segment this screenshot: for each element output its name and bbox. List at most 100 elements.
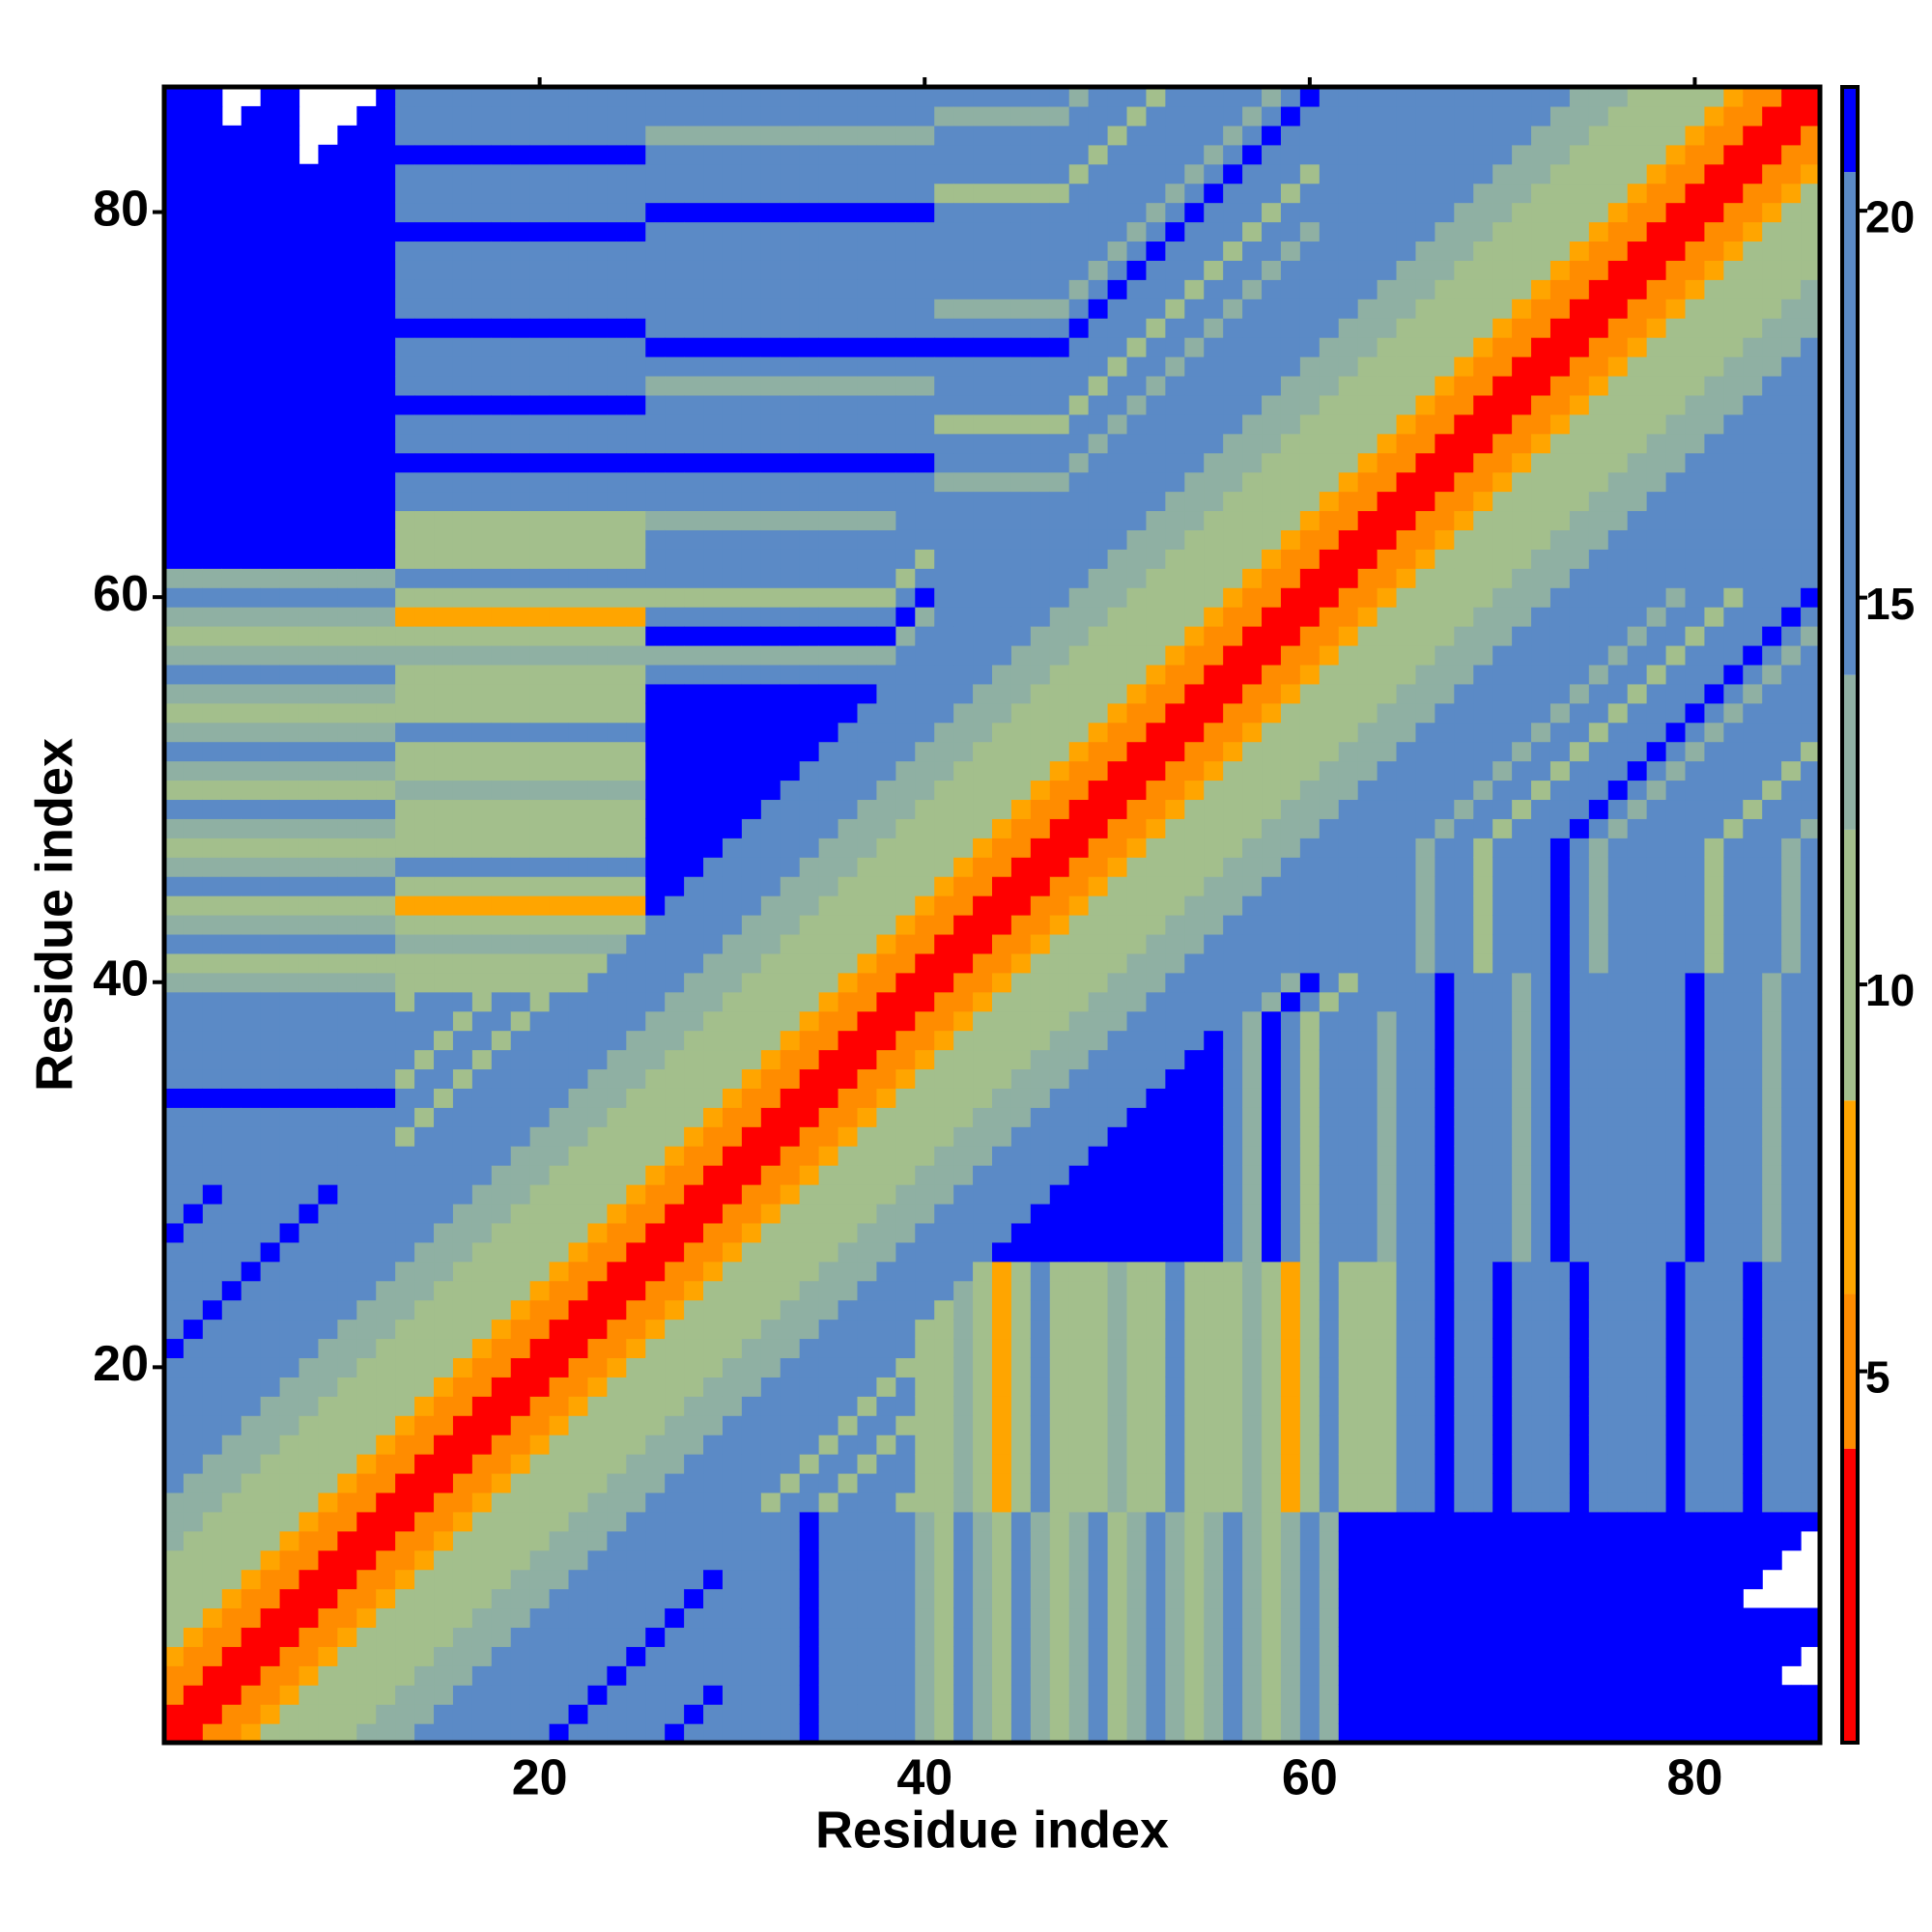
cell (376, 87, 396, 107)
cell (703, 510, 724, 530)
cell (915, 452, 935, 473)
cell (491, 433, 512, 454)
cell (549, 183, 570, 204)
cell (934, 818, 954, 838)
cell (549, 1357, 570, 1378)
cell (626, 587, 646, 608)
cell (1049, 1357, 1070, 1378)
cell (1184, 799, 1205, 819)
cell (318, 221, 338, 242)
cell (1223, 1415, 1243, 1435)
cell (568, 1646, 589, 1666)
cell (895, 1454, 916, 1474)
cell (1165, 1685, 1185, 1705)
cell (510, 241, 531, 261)
cell (337, 1704, 357, 1724)
cell (799, 741, 820, 762)
cell (260, 1280, 281, 1301)
cell (1165, 1030, 1185, 1051)
cell (491, 279, 512, 299)
cell (1184, 241, 1205, 261)
cell (221, 260, 242, 280)
cell (356, 1030, 377, 1051)
cell (202, 1338, 223, 1358)
cell (722, 1357, 743, 1378)
cell (298, 915, 320, 935)
cell (202, 1261, 223, 1282)
cell (356, 760, 377, 781)
cell (587, 1030, 608, 1051)
cell (1242, 510, 1263, 530)
cell (491, 818, 512, 838)
cell (741, 1184, 762, 1205)
cell (241, 221, 262, 242)
cell (1242, 318, 1263, 338)
cell (1107, 702, 1128, 724)
cell (1242, 1472, 1263, 1493)
cell (915, 1569, 935, 1590)
cell (607, 1107, 627, 1127)
cell (1262, 394, 1282, 415)
cell (529, 163, 551, 185)
cell (1146, 587, 1166, 608)
cell (318, 260, 338, 280)
cell (414, 1607, 435, 1629)
cell (260, 1588, 281, 1609)
cell (491, 1030, 512, 1051)
cell (471, 1241, 493, 1263)
cell (780, 1146, 801, 1166)
cell (838, 838, 859, 858)
cell (549, 1530, 570, 1551)
cell (665, 471, 685, 493)
cell (452, 491, 473, 512)
cell (992, 972, 1012, 993)
cell (1030, 626, 1051, 646)
cell (1223, 780, 1243, 801)
cell (1049, 433, 1070, 454)
cell (1088, 664, 1109, 685)
cell (337, 1588, 357, 1609)
cell (1262, 433, 1282, 454)
cell (1049, 1241, 1070, 1263)
cell (414, 933, 435, 954)
cell (876, 915, 896, 935)
cell (221, 1549, 242, 1571)
cell (1107, 895, 1128, 916)
cell (857, 644, 878, 666)
cell (665, 895, 685, 916)
cell (356, 1377, 377, 1397)
cell (376, 722, 396, 743)
cell (183, 1588, 204, 1609)
cell (1262, 587, 1282, 608)
cell (1030, 607, 1051, 627)
cell (645, 221, 666, 242)
cell (279, 298, 300, 319)
cell (298, 1338, 320, 1358)
cell (510, 105, 531, 127)
cell (1126, 722, 1148, 743)
cell (1049, 356, 1070, 377)
cell (684, 1338, 704, 1358)
cell (760, 683, 781, 704)
cell (818, 1723, 839, 1744)
cell (760, 413, 781, 435)
cell (876, 952, 896, 974)
cell (665, 722, 685, 743)
cell (414, 318, 435, 338)
cell (1242, 1107, 1263, 1127)
cell (587, 857, 608, 877)
cell (221, 1280, 242, 1301)
cell (895, 1357, 916, 1378)
cell (241, 1627, 262, 1647)
cell (780, 741, 801, 762)
cell (414, 549, 435, 569)
cell (260, 1126, 281, 1147)
cell (645, 664, 666, 685)
cell (549, 780, 570, 801)
cell (587, 1492, 608, 1513)
cell (607, 722, 627, 743)
cell (857, 1704, 878, 1724)
cell (1126, 1549, 1148, 1571)
cell (760, 780, 781, 801)
cell (1030, 529, 1051, 550)
